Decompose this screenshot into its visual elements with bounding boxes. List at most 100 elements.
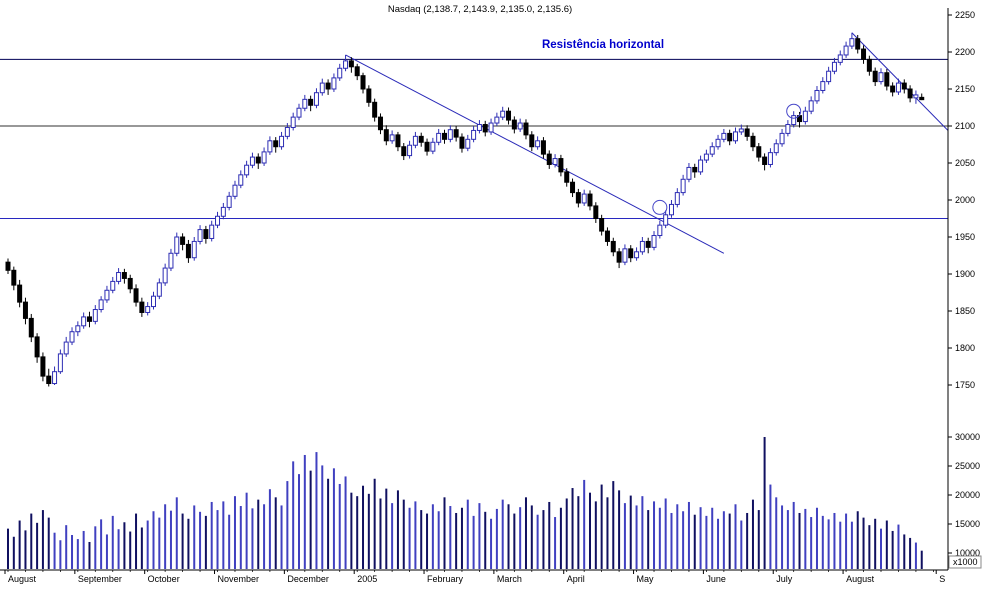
candlestick — [884, 72, 890, 87]
volume-bar — [257, 499, 260, 569]
volume-bar — [18, 520, 21, 569]
candlestick — [331, 77, 337, 90]
volume-bar — [542, 510, 545, 569]
volume-bar — [653, 501, 656, 569]
candlestick — [162, 267, 168, 284]
plot-surface[interactable] — [0, 8, 948, 570]
candlestick — [593, 205, 599, 219]
candlestick — [395, 134, 401, 148]
volume-bar — [263, 504, 266, 569]
candlestick — [634, 251, 640, 259]
volume-bar — [105, 534, 108, 569]
volume-bar — [815, 507, 818, 569]
candlestick — [488, 122, 494, 133]
volume-bar — [478, 503, 481, 569]
volume-bar — [135, 513, 138, 569]
candlestick — [238, 174, 244, 186]
candlestick — [907, 88, 913, 99]
volume-bar — [82, 530, 85, 569]
volume-bar — [565, 498, 568, 569]
candlestick — [232, 184, 238, 197]
candlestick — [313, 92, 319, 106]
chart-title: Nasdaq (2,138.7, 2,143.9, 2,135.0, 2,135… — [388, 4, 572, 15]
candlestick — [674, 192, 680, 205]
volume-bar — [123, 522, 126, 569]
candlestick — [529, 134, 535, 148]
volume-bar — [693, 514, 696, 569]
candlestick — [197, 229, 203, 242]
volume-bar — [71, 535, 74, 569]
volume-bar — [623, 503, 626, 569]
candlestick — [890, 85, 896, 93]
volume-bar — [53, 532, 56, 569]
volume-bar — [414, 501, 417, 569]
candlestick — [599, 218, 605, 232]
candlestick — [34, 336, 40, 358]
volume-bar — [321, 465, 324, 569]
volume-bar — [94, 526, 97, 569]
volume-bar — [839, 521, 842, 569]
volume-bar — [391, 503, 394, 569]
candlestick — [5, 261, 11, 271]
candlestick — [709, 146, 715, 155]
candlestick — [744, 128, 750, 137]
candlestick — [436, 132, 442, 143]
candlestick — [610, 240, 616, 253]
candlestick — [92, 309, 98, 322]
volume-bar — [804, 508, 807, 569]
candlestick — [424, 141, 430, 152]
volume-bar — [519, 507, 522, 569]
volume-bar — [286, 481, 289, 569]
volume-bar — [554, 517, 557, 569]
price-tick-label: 1850 — [955, 306, 975, 316]
volume-bar — [914, 542, 917, 569]
candlestick — [151, 295, 156, 308]
candlestick — [127, 277, 133, 290]
price-tick-label: 2000 — [955, 195, 975, 205]
volume-bar — [338, 483, 341, 569]
candlestick — [762, 156, 768, 165]
candlestick — [698, 159, 704, 173]
volume-bar — [484, 511, 487, 569]
volume-bar — [298, 474, 300, 569]
volume-tick-label: 25000 — [955, 461, 980, 471]
candlestick — [412, 135, 418, 146]
volume-bar — [239, 506, 242, 569]
volume-bar — [303, 454, 306, 569]
volume-bar — [885, 520, 888, 569]
candlestick — [302, 98, 308, 109]
candlestick — [779, 132, 785, 145]
volume-bar — [635, 505, 638, 569]
month-label: March — [497, 574, 522, 584]
volume-bar — [548, 501, 551, 569]
candlestick — [628, 248, 634, 259]
volume-bar — [204, 515, 207, 569]
volume-bar — [233, 496, 236, 569]
volume-bar — [181, 513, 184, 569]
candlestick — [517, 122, 523, 130]
candlestick — [663, 214, 669, 226]
volume-bar — [589, 492, 591, 569]
volume-bar — [327, 478, 330, 569]
volume-bar — [408, 507, 411, 569]
candlestick — [471, 129, 477, 140]
candlestick — [820, 81, 826, 91]
candlestick — [389, 134, 395, 142]
price-tick-label: 2100 — [955, 121, 975, 131]
volume-bar — [466, 499, 469, 569]
volume-bar — [193, 505, 196, 569]
volume-bar — [711, 507, 714, 569]
candlestick — [680, 178, 686, 194]
volume-bar — [798, 512, 801, 569]
volume-bar — [385, 488, 388, 569]
candlestick — [279, 135, 285, 148]
candlestick — [919, 96, 925, 101]
volume-bar — [199, 511, 202, 569]
price-tick-label: 2050 — [955, 158, 975, 168]
candlestick — [63, 341, 69, 355]
candlestick — [808, 100, 814, 112]
volume-bar — [856, 511, 859, 569]
volume-bar — [420, 510, 423, 569]
volume-bar — [367, 493, 370, 569]
candlestick — [511, 119, 517, 130]
